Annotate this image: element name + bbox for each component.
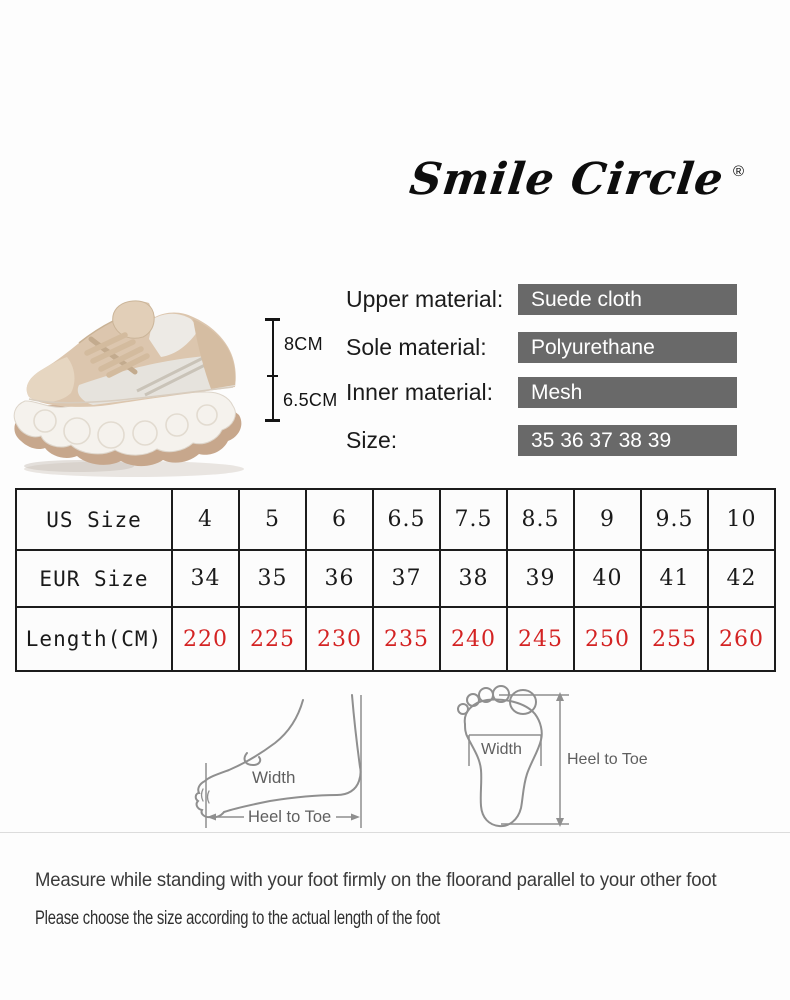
arrowhead-right — [351, 813, 360, 821]
footprint-bottom-view-diagram: Width Heel to Toe — [457, 685, 648, 828]
side-heel-to-toe-label: Heel to Toe — [248, 808, 331, 826]
size-conversion-table: US Size 4 5 6 6.5 7.5 8.5 9 9.5 10 EUR S… — [15, 488, 776, 672]
sole-height-label: 6.5CM — [283, 390, 338, 410]
us-size-cell: 10 — [707, 488, 776, 551]
length-cell: 240 — [439, 606, 508, 672]
us-size-cell: 9 — [573, 488, 642, 551]
spec-value-size: 35 36 37 38 39 — [518, 425, 737, 456]
big-toe — [509, 689, 537, 715]
length-cell: 260 — [707, 606, 776, 672]
spec-value-upper-material: Suede cloth — [518, 284, 737, 315]
midsole-bubbles — [33, 404, 218, 449]
spec-value-inner-material: Mesh — [518, 377, 737, 408]
table-row-length-cm: Length(CM) 220 225 230 235 240 245 250 2… — [15, 606, 776, 672]
upper-height-label: 8CM — [284, 334, 323, 354]
us-size-cell: 8.5 — [506, 488, 575, 551]
length-cell: 230 — [305, 606, 374, 672]
foot-side-outline — [194, 694, 362, 819]
foot-side-view-diagram: Width Heel to Toe — [194, 694, 362, 828]
spec-value-sole-material: Polyurethane — [518, 332, 737, 363]
row-header-us-size: US Size — [15, 488, 173, 551]
side-width-label: Width — [252, 768, 295, 787]
row-header-length: Length(CM) — [15, 606, 173, 672]
height-bracket-bottom-cap — [265, 419, 280, 422]
eur-size-cell: 40 — [573, 549, 642, 608]
eur-size-cell: 37 — [372, 549, 441, 608]
arrowhead-up — [556, 692, 564, 701]
footprint-heel-to-toe-label: Heel to Toe — [567, 751, 648, 768]
shoe-toe-cap — [26, 357, 75, 402]
footprint-outline — [463, 698, 543, 828]
us-size-cell: 9.5 — [640, 488, 709, 551]
spec-label-upper-material: Upper material: — [346, 286, 504, 312]
brand-logo: Smile Circle ® — [406, 154, 745, 205]
shoe-tongue — [112, 300, 155, 339]
shoe-heel-patch — [193, 319, 236, 389]
footnote-size-advice: Please choose the size according to the … — [35, 908, 440, 929]
spec-label-size: Size: — [346, 427, 398, 453]
length-cell: 225 — [238, 606, 307, 672]
spec-label-sole-material: Sole material: — [346, 334, 487, 360]
eur-size-cell: 34 — [171, 549, 240, 608]
footprint-width-label: Width — [481, 741, 522, 758]
height-bracket-top-cap — [265, 318, 280, 321]
eur-size-cell: 35 — [238, 549, 307, 608]
height-bracket-mid-tick — [267, 375, 278, 377]
us-size-cell: 6.5 — [372, 488, 441, 551]
us-size-cell: 7.5 — [439, 488, 508, 551]
table-row-eur-size: EUR Size 34 35 36 37 38 39 40 41 42 — [15, 549, 776, 608]
arrowhead-down — [556, 818, 564, 827]
product-shoe-image — [13, 300, 244, 477]
brand-logo-text: Smile Circle — [406, 154, 727, 205]
section-divider — [0, 832, 790, 833]
eur-size-cell: 36 — [305, 549, 374, 608]
spec-label-inner-material: Inner material: — [346, 379, 494, 405]
shoe-collar-panel — [149, 313, 199, 357]
length-cell: 250 — [573, 606, 642, 672]
table-row-us-size: US Size 4 5 6 6.5 7.5 8.5 9 9.5 10 — [15, 488, 776, 551]
arrowhead-left — [207, 813, 216, 821]
eur-size-cell: 38 — [439, 549, 508, 608]
us-size-cell: 5 — [238, 488, 307, 551]
length-cell: 255 — [640, 606, 709, 672]
length-cell: 245 — [506, 606, 575, 672]
length-cell: 220 — [171, 606, 240, 672]
eur-size-cell: 39 — [506, 549, 575, 608]
eur-size-cell: 41 — [640, 549, 709, 608]
registered-trademark-icon: ® — [732, 163, 745, 180]
footnote-measure-instruction: Measure while standing with your foot fi… — [35, 869, 717, 891]
us-size-cell: 4 — [171, 488, 240, 551]
height-bracket-line — [272, 319, 274, 421]
eur-size-cell: 42 — [707, 549, 776, 608]
us-size-cell: 6 — [305, 488, 374, 551]
length-cell: 235 — [372, 606, 441, 672]
row-header-eur-size: EUR Size — [15, 549, 173, 608]
